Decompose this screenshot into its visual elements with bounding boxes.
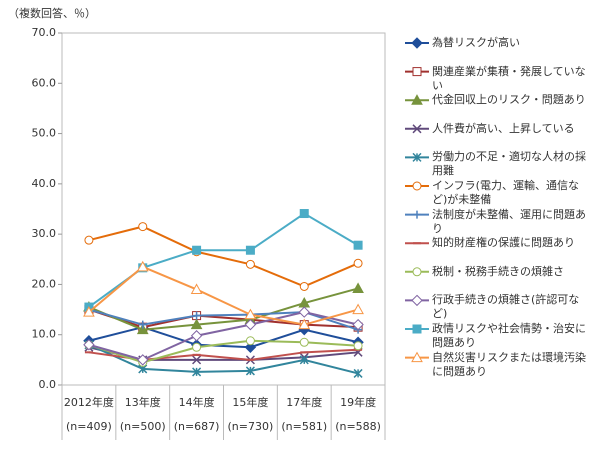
- marker: [244, 308, 257, 320]
- series-line: [88, 225, 359, 288]
- x-tick-label: 14年度: [179, 395, 215, 409]
- marker: [412, 324, 422, 334]
- marker: [83, 306, 95, 317]
- y-tick-label: 0.0: [39, 378, 57, 391]
- marker: [245, 336, 255, 346]
- series-line: [88, 308, 359, 331]
- marker: [83, 339, 95, 351]
- marker: [84, 235, 94, 245]
- marker: [192, 342, 202, 352]
- x-tick-label: 13年度: [125, 395, 161, 409]
- marker: [412, 124, 422, 134]
- series-line: [88, 326, 359, 349]
- y-tick-label: 20.0: [32, 277, 57, 290]
- marker: [190, 330, 203, 342]
- y-axis-label: （複数回答、％）: [8, 6, 96, 20]
- x-tick-sublabel: (n=581): [281, 420, 327, 433]
- series-line: [88, 339, 359, 364]
- legend-label: 法制度が未整備、運用に問題あり: [432, 207, 586, 235]
- marker: [138, 222, 148, 232]
- marker: [411, 294, 423, 307]
- marker: [245, 366, 255, 376]
- marker: [192, 367, 202, 377]
- y-tick-label: 30.0: [32, 227, 57, 240]
- marker: [299, 355, 309, 365]
- marker: [299, 337, 309, 347]
- marker: [352, 282, 364, 293]
- marker: [299, 281, 309, 291]
- x-tick-label: 15年度: [232, 395, 268, 409]
- marker: [412, 267, 422, 277]
- legend-label: 関連産業が集積・発展していない: [432, 64, 586, 92]
- marker: [412, 152, 422, 162]
- marker: [298, 306, 310, 318]
- legend-label: 行政手続きの煩雑さ(許認可など): [432, 293, 580, 321]
- x-tick-sublabel: (n=409): [66, 420, 112, 433]
- legend-label: インフラ(電力、運輸、通信など)が未整備: [432, 179, 579, 206]
- marker: [192, 311, 201, 320]
- legend-label: 自然災害リスクまたは環境汚染に問題あり: [432, 350, 586, 378]
- marker: [299, 209, 309, 219]
- legend-label: 労働力の不足・適切な人材の採用難: [432, 150, 586, 178]
- marker: [352, 318, 364, 331]
- x-tick-label: 17年度: [286, 395, 322, 409]
- series: [84, 209, 363, 312]
- marker: [411, 94, 423, 105]
- marker: [411, 351, 423, 363]
- marker: [298, 318, 311, 330]
- y-tick-label: 70.0: [32, 26, 57, 39]
- y-tick-label: 50.0: [32, 127, 57, 140]
- x-tick-label: 2012年度: [64, 395, 114, 409]
- marker: [136, 323, 149, 335]
- marker: [352, 303, 364, 315]
- marker: [192, 245, 202, 255]
- marker: [192, 355, 202, 365]
- x-tick-label: 19年度: [340, 395, 376, 409]
- legend-label: 政情リスクや社会情勢・治安に問題あり: [432, 322, 586, 349]
- marker: [353, 368, 363, 378]
- y-tick-label: 40.0: [32, 177, 57, 190]
- marker: [245, 245, 255, 255]
- marker: [353, 258, 363, 268]
- series: [83, 306, 364, 366]
- marker: [138, 320, 147, 329]
- marker: [245, 259, 255, 269]
- series: [83, 321, 364, 353]
- marker: [244, 341, 257, 353]
- legend-label: 代金回収上のリスク・問題あり: [432, 93, 586, 107]
- y-tick-label: 60.0: [32, 76, 57, 89]
- marker: [244, 318, 257, 331]
- series-line: [88, 265, 359, 326]
- y-tick-label: 10.0: [32, 328, 57, 341]
- marker: [412, 67, 422, 77]
- marker: [353, 341, 363, 351]
- marker: [353, 240, 363, 250]
- legend-label: 人件費が高い、上昇している: [432, 121, 575, 135]
- series-line: [88, 311, 359, 361]
- marker: [411, 37, 423, 49]
- x-tick-sublabel: (n=730): [228, 420, 274, 433]
- marker: [137, 354, 149, 366]
- legend-label: 知的財産権の保護に問題あり: [432, 236, 575, 250]
- plot-area: [61, 32, 386, 386]
- marker: [136, 260, 149, 272]
- series: [83, 260, 364, 330]
- series-line: [88, 287, 359, 331]
- legend-label: 税制・税務手続きの煩雑さ: [432, 264, 564, 278]
- series-line: [88, 308, 359, 329]
- marker: [413, 210, 421, 219]
- x-tick-sublabel: (n=500): [120, 420, 166, 433]
- series-line: [88, 343, 359, 375]
- series-line: [88, 212, 359, 308]
- x-tick-sublabel: (n=687): [174, 420, 220, 433]
- marker: [190, 283, 203, 294]
- marker: [190, 318, 203, 330]
- x-tick-sublabel: (n=588): [335, 420, 381, 433]
- marker: [412, 181, 422, 191]
- legend-label: 為替リスクが高い: [432, 36, 520, 49]
